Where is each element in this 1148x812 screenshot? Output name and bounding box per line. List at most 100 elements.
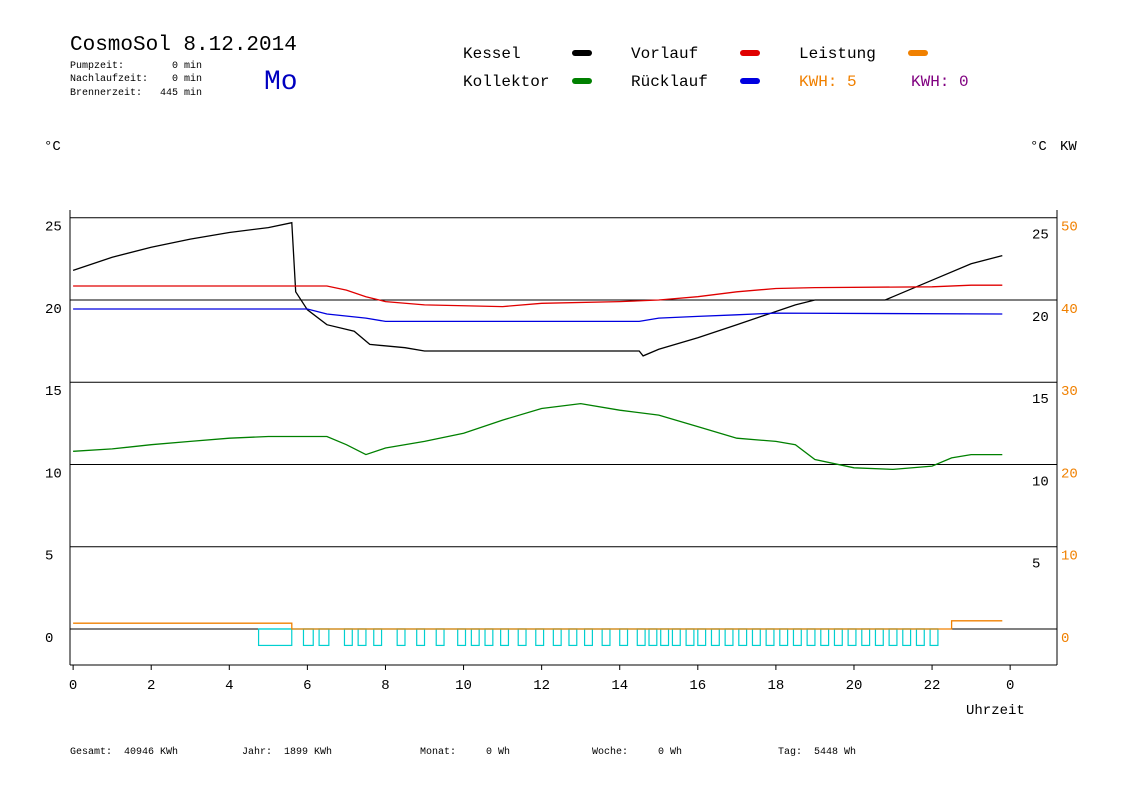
pump-pulse: [357, 628, 367, 647]
pump-pulse: [671, 628, 681, 647]
chart-title: CosmoSol 8.12.2014: [70, 34, 297, 57]
x-tick-label: 12: [533, 678, 550, 694]
kwh-label: KWH: 5: [799, 73, 857, 91]
y-right-tick-label: 15: [1032, 392, 1049, 408]
x-axis-label: Uhrzeit: [966, 703, 1025, 719]
footer-text: Jahr: 1899 KWh: [242, 746, 332, 758]
pump-pulse: [902, 628, 912, 647]
y2-axis-label: KW: [1060, 139, 1077, 155]
footer-text: Monat: 0 Wh: [420, 746, 510, 758]
pump-pulse: [888, 628, 898, 647]
pump-pulse: [847, 628, 857, 647]
y-right-tick-label: 20: [1032, 310, 1049, 326]
pump-pulse: [751, 628, 761, 647]
pump-pulse: [685, 628, 695, 647]
x-tick-label: 22: [924, 678, 941, 694]
x-tick-label: 6: [303, 678, 311, 694]
status-line: Pumpzeit: 0 min: [70, 60, 202, 72]
series-line: [73, 308, 1003, 323]
pump-pulse: [535, 628, 545, 647]
kwh-label: KWH: 0: [911, 73, 969, 91]
pump-pulse: [833, 628, 843, 647]
legend-label: Leistung: [799, 45, 876, 63]
pump-pulse: [396, 628, 406, 647]
footer-text: Woche: 0 Wh: [592, 746, 682, 758]
pump-pulse: [648, 628, 658, 647]
pump-pulse: [517, 628, 527, 647]
series-line: [73, 620, 1003, 630]
pump-pulse: [373, 628, 383, 647]
pump-pulse: [738, 628, 748, 647]
pump-pulse: [806, 628, 816, 647]
pump-pulse: [343, 628, 353, 647]
x-tick-label: 8: [381, 678, 389, 694]
x-tick-label: 18: [767, 678, 784, 694]
legend-label: Rücklauf: [631, 73, 708, 91]
pump-pulse: [416, 628, 426, 647]
pump-pulse: [484, 628, 494, 647]
x-tick-label: 4: [225, 678, 233, 694]
x-tick-label: 14: [611, 678, 628, 694]
y-right-tick-label: 10: [1032, 474, 1049, 490]
y-tick-label: 15: [45, 384, 62, 400]
pump-pulse: [660, 628, 670, 647]
series-line: [73, 402, 1003, 471]
pump-pulse: [568, 628, 578, 647]
pump-pulse: [779, 628, 789, 647]
x-tick-label: 16: [689, 678, 706, 694]
pump-pulse: [724, 628, 734, 647]
pump-pulse: [470, 628, 480, 647]
y-right-tick-label: 25: [1032, 228, 1049, 244]
pump-pulse: [765, 628, 775, 647]
y2-tick-label: 10: [1061, 549, 1078, 565]
status-line: Nachlaufzeit: 0 min: [70, 73, 202, 85]
pump-pulse: [601, 628, 611, 647]
footer-text: Gesamt: 40946 KWh: [70, 746, 178, 758]
pump-pulse: [302, 628, 314, 647]
legend-label: Kessel: [463, 45, 521, 63]
y-tick-label: 20: [45, 302, 62, 318]
x-tick-label: 2: [147, 678, 155, 694]
pump-pulse: [820, 628, 830, 647]
pump-pulse: [318, 628, 330, 647]
y-tick-label: 5: [45, 549, 53, 565]
y-right-axis-label: °C: [1030, 139, 1047, 155]
pump-pulse: [500, 628, 510, 647]
pump-pulse: [636, 628, 646, 647]
footer-text: Tag: 5448 Wh: [778, 746, 856, 758]
x-tick-label: 0: [1006, 678, 1014, 694]
pump-pulse: [552, 628, 562, 647]
status-line: Brennerzeit: 445 min: [70, 87, 202, 99]
pump-pulse: [915, 628, 925, 647]
weekday: Mo: [264, 67, 298, 98]
y2-tick-label: 0: [1061, 631, 1069, 647]
y2-tick-label: 40: [1061, 302, 1078, 318]
y-axis-label: °C: [44, 139, 61, 155]
pump-pulse: [435, 628, 445, 647]
pump-pulse: [710, 628, 720, 647]
y2-tick-label: 20: [1061, 466, 1078, 482]
y-tick-label: 0: [45, 631, 53, 647]
y-tick-label: 10: [45, 466, 62, 482]
y2-tick-label: 50: [1061, 220, 1078, 236]
x-tick-label: 10: [455, 678, 472, 694]
x-tick-label: 0: [69, 678, 77, 694]
legend-label: Vorlauf: [631, 45, 698, 63]
series-line: [72, 221, 1003, 357]
pump-pulse: [874, 628, 884, 647]
pump-pulse: [257, 628, 293, 647]
pump-pulse: [929, 628, 939, 647]
y-right-tick-label: 5: [1032, 557, 1040, 573]
x-tick-label: 20: [846, 678, 863, 694]
pump-pulse: [792, 628, 802, 647]
legend-label: Kollektor: [463, 73, 549, 91]
pump-pulse: [697, 628, 707, 647]
pump-pulse: [583, 628, 593, 647]
series-line: [73, 284, 1003, 308]
y-tick-label: 25: [45, 220, 62, 236]
pump-pulse: [861, 628, 871, 647]
pump-pulse: [619, 628, 629, 647]
pump-pulse: [457, 628, 467, 647]
y2-tick-label: 30: [1061, 384, 1078, 400]
